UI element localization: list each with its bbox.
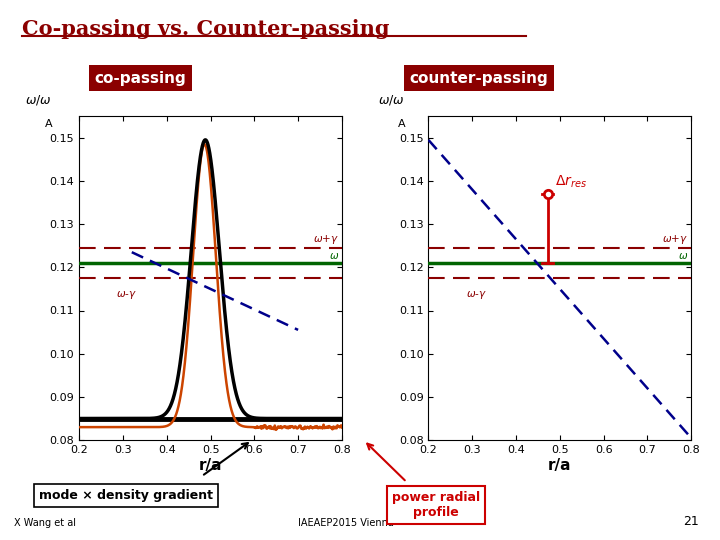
Text: co-passing: co-passing (94, 71, 186, 86)
Text: 21: 21 (683, 515, 698, 528)
Text: IAEAEP2015 Vienna: IAEAEP2015 Vienna (297, 518, 394, 528)
Text: counter-passing: counter-passing (410, 71, 548, 86)
Text: $\omega$-$\gamma$: $\omega$-$\gamma$ (117, 289, 138, 301)
Text: $\omega/\omega$: $\omega/\omega$ (378, 93, 405, 106)
Text: $\omega/\omega$: $\omega/\omega$ (25, 93, 52, 106)
Text: $\Delta r_{res}$: $\Delta r_{res}$ (555, 173, 588, 190)
Text: $\omega$: $\omega$ (678, 251, 688, 261)
X-axis label: r/a: r/a (199, 458, 222, 472)
Text: A: A (398, 119, 406, 130)
Text: power radial
profile: power radial profile (392, 491, 480, 519)
Text: A: A (45, 119, 53, 130)
Text: X Wang et al: X Wang et al (14, 518, 76, 528)
Text: $\omega$+$\gamma$: $\omega$+$\gamma$ (313, 233, 339, 246)
Text: mode × density gradient: mode × density gradient (39, 489, 213, 502)
Text: Co-passing vs. Counter-passing: Co-passing vs. Counter-passing (22, 19, 389, 39)
Text: $\omega$-$\gamma$: $\omega$-$\gamma$ (466, 289, 487, 301)
Text: $\omega$: $\omega$ (329, 251, 339, 261)
Text: $\omega$+$\gamma$: $\omega$+$\gamma$ (662, 233, 688, 246)
X-axis label: r/a: r/a (548, 458, 572, 472)
